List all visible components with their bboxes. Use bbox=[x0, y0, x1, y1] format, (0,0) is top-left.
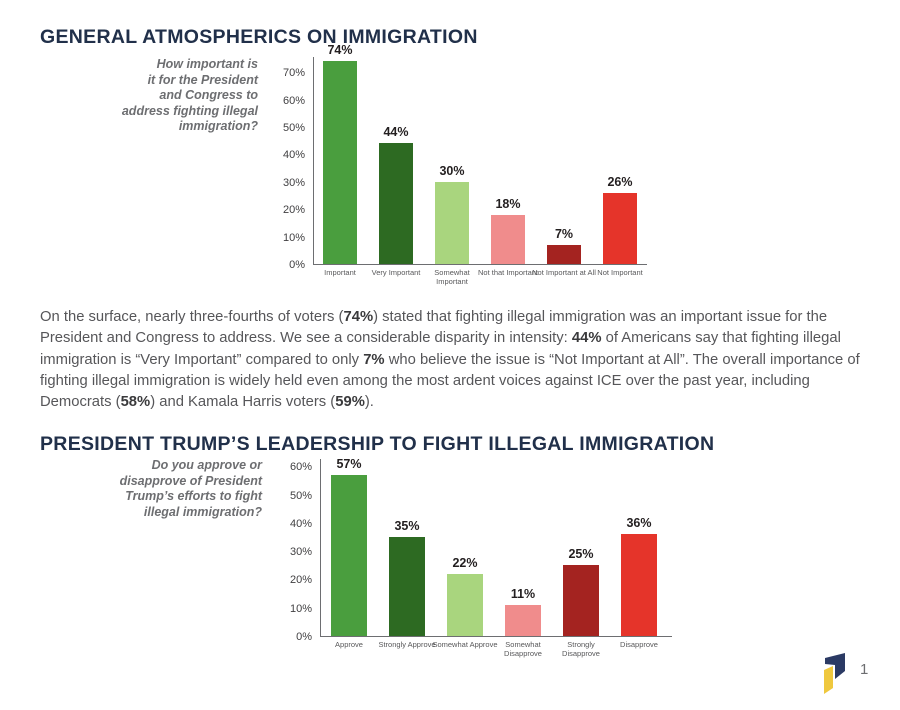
paragraph-text: who believe the issue is “Not Important … bbox=[40, 351, 860, 411]
y-tick-label: 20% bbox=[282, 204, 305, 217]
bar bbox=[323, 61, 357, 264]
logo-yellow-shape bbox=[824, 666, 833, 694]
bar bbox=[331, 474, 367, 636]
y-tick-label: 30% bbox=[289, 546, 312, 559]
paragraph-text: of Americans say that fighting illegal i… bbox=[40, 330, 841, 368]
bar-value-label: 35% bbox=[394, 518, 420, 533]
bar-group: 44% Very Important bbox=[372, 57, 421, 277]
bar-value-label: 18% bbox=[495, 196, 521, 211]
bar-value-label: 36% bbox=[626, 516, 652, 531]
y-tick-label: 50% bbox=[282, 122, 305, 134]
bar-group: 25% Strongly Disapprove bbox=[562, 459, 600, 658]
bar-group: 11% Somewhat Disapprove bbox=[504, 459, 542, 658]
bar-group: 35% Strongly Approve bbox=[378, 459, 435, 649]
y-tick-label: 0% bbox=[296, 631, 312, 643]
page-number: 1 bbox=[860, 661, 869, 678]
importance-bar-chart: 0% 10% 20% 30% 40% 50% 60% 70% 74% Important 44% V… bbox=[267, 43, 647, 286]
section1-title: GENERAL ATMOSPHERICS ON IMMIGRATION bbox=[40, 26, 478, 49]
y-tick-label: 40% bbox=[282, 149, 305, 162]
y-tick-label: 10% bbox=[289, 602, 312, 615]
y-tick-label: 60% bbox=[282, 94, 305, 107]
company-logo-icon bbox=[824, 653, 845, 694]
bar-value-label: 7% bbox=[554, 226, 574, 241]
bar-value-label: 26% bbox=[607, 174, 633, 189]
bar-group: 26% Not Important bbox=[597, 57, 642, 277]
bar bbox=[563, 565, 599, 636]
bar-value-label: 57% bbox=[336, 456, 362, 471]
chart1-y-axis: 0% 10% 20% 30% 40% 50% 60% 70% bbox=[267, 57, 313, 271]
bar bbox=[505, 604, 541, 636]
chart2-plot-area: 57% Approve 35% Strongly Approve 22% Somewhat… bbox=[320, 456, 672, 658]
bar-group: 18% Not that Important bbox=[478, 57, 538, 277]
bar-value-label: 74% bbox=[327, 43, 353, 58]
approval-bar-chart: 0% 10% 20% 30% 40% 50% 60% 57% Approve 35% Strong… bbox=[274, 456, 672, 658]
stat-highlight: 59% bbox=[335, 394, 365, 411]
y-tick-label: 0% bbox=[289, 259, 305, 271]
bar bbox=[447, 573, 483, 636]
paragraph-text: ). bbox=[364, 394, 374, 411]
bar-value-label: 25% bbox=[568, 547, 594, 562]
stat-highlight: 58% bbox=[120, 394, 151, 411]
x-axis-category-label: Not that Important bbox=[477, 268, 539, 277]
chart2-question: Do you approve or disapprove of Presiden… bbox=[119, 458, 262, 519]
stat-highlight: 44% bbox=[571, 330, 602, 347]
bar-group: 30% Somewhat Important bbox=[434, 57, 469, 286]
section2-title: PRESIDENT TRUMP’S LEADERSHIP TO FIGHT IL… bbox=[40, 433, 715, 456]
bar-group: 22% Somewhat Approve bbox=[432, 459, 497, 649]
x-axis-category-label: Disapprove bbox=[620, 640, 658, 649]
bar-group: 74% Important bbox=[323, 43, 357, 277]
paragraph-text: ) stated that fighting illegal immigrati… bbox=[40, 308, 828, 347]
x-axis-category-label: Not Important bbox=[597, 268, 643, 277]
paragraph-text: On the surface, nearly three-fourths of … bbox=[40, 308, 344, 325]
x-axis-category-label: Strongly Disapprove bbox=[562, 640, 600, 658]
bar bbox=[389, 536, 425, 636]
analysis-paragraph: On the surface, nearly three-fourths of … bbox=[40, 307, 868, 414]
stat-highlight: 7% bbox=[363, 351, 385, 368]
bar-group: 57% Approve bbox=[331, 456, 367, 649]
x-axis-category-label: Not Important at All bbox=[532, 268, 596, 277]
x-axis-category-label: Somewhat Approve bbox=[432, 640, 498, 649]
x-axis-category-label: Strongly Approve bbox=[378, 640, 436, 649]
y-tick-label: 60% bbox=[289, 461, 312, 474]
logo-navy-shape bbox=[825, 653, 845, 679]
y-tick-label: 50% bbox=[289, 489, 312, 502]
x-axis-category-label: Approve bbox=[335, 640, 363, 649]
paragraph-text: ) and Kamala Harris voters ( bbox=[150, 394, 336, 411]
bar-value-label: 22% bbox=[452, 555, 478, 570]
x-axis-category-label: Somewhat Important bbox=[434, 268, 470, 286]
chart1-question: How important is it for the President an… bbox=[121, 57, 258, 133]
bar bbox=[491, 214, 525, 264]
bar-value-label: 11% bbox=[510, 586, 536, 601]
x-axis-category-label: Somewhat Disapprove bbox=[504, 640, 542, 658]
bar-value-label: 30% bbox=[439, 163, 465, 178]
bar bbox=[435, 181, 469, 264]
y-tick-label: 30% bbox=[282, 176, 305, 189]
bar bbox=[621, 534, 657, 636]
x-axis-category-label: Very Important bbox=[371, 268, 421, 277]
chart1-plot-area: 74% Important 44% Very Important 30% Somewhat… bbox=[313, 43, 647, 286]
bar-group: 7% Not Important at All bbox=[532, 57, 596, 277]
y-tick-label: 40% bbox=[289, 517, 312, 530]
bar-value-label: 44% bbox=[383, 125, 409, 140]
bar bbox=[603, 192, 637, 264]
bar bbox=[547, 244, 581, 264]
bar bbox=[379, 143, 413, 264]
y-tick-label: 20% bbox=[289, 574, 312, 587]
x-axis-category-label: Important bbox=[324, 268, 356, 277]
y-tick-label: 10% bbox=[282, 231, 305, 244]
bar-group: 36% Disapprove bbox=[620, 459, 658, 649]
stat-highlight: 74% bbox=[343, 308, 374, 325]
chart2-y-axis: 0% 10% 20% 30% 40% 50% 60% bbox=[274, 459, 320, 643]
y-tick-label: 70% bbox=[282, 67, 305, 80]
